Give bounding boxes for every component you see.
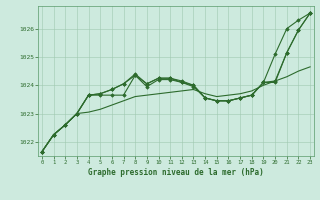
X-axis label: Graphe pression niveau de la mer (hPa): Graphe pression niveau de la mer (hPa) (88, 168, 264, 177)
